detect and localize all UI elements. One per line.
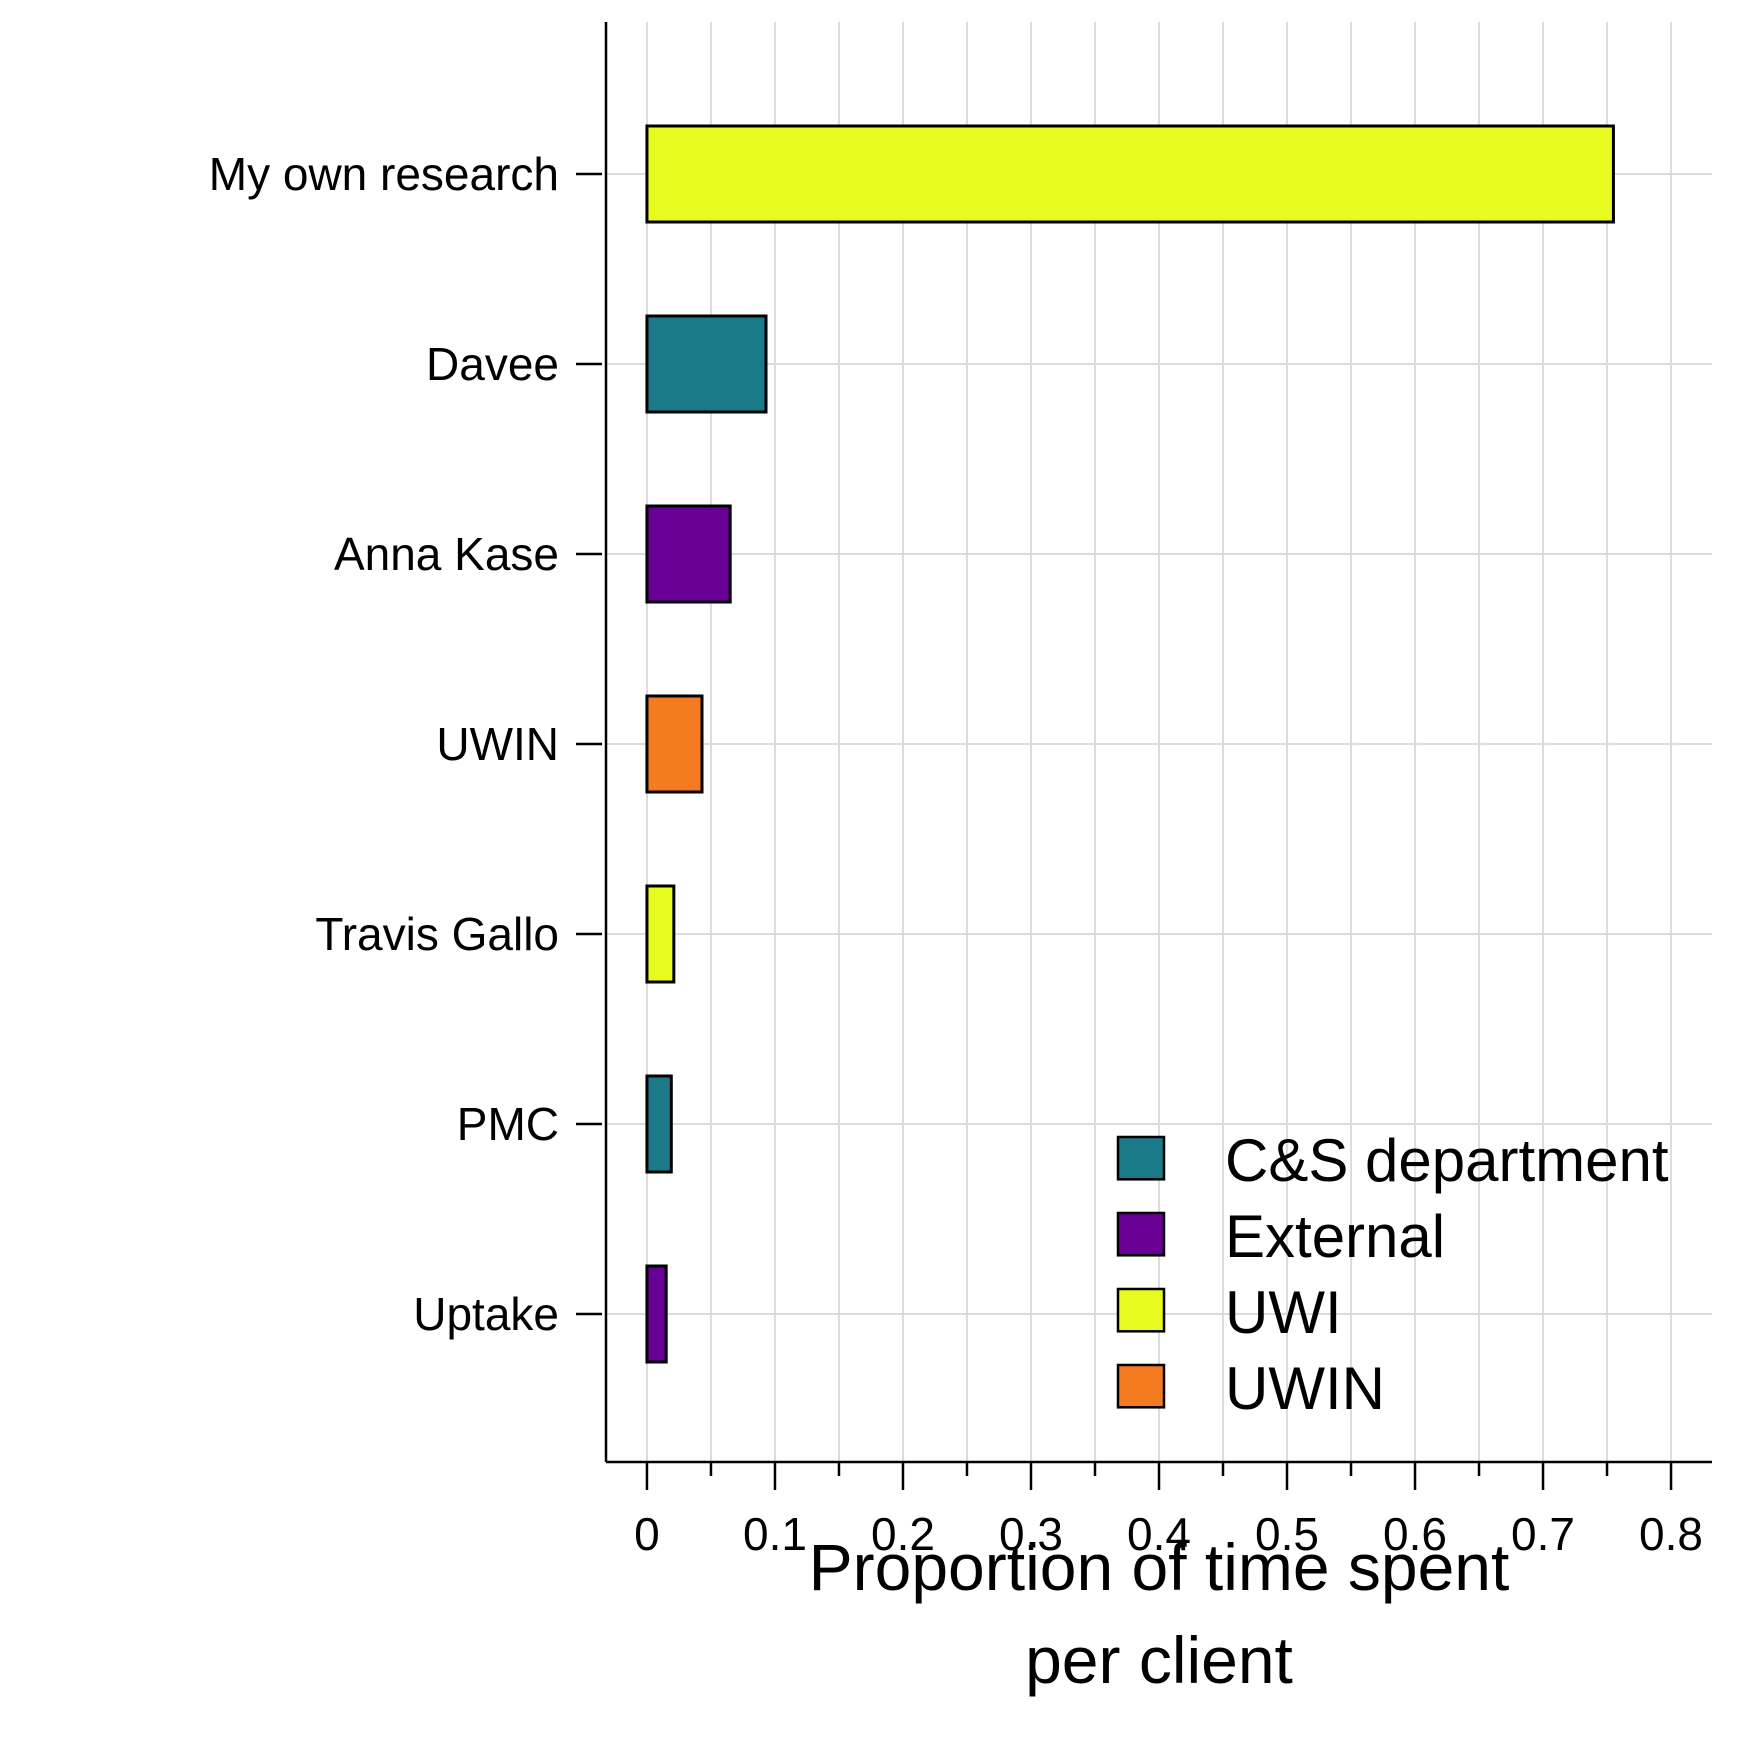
y-tick-label: Anna Kase [334, 528, 559, 580]
x-axis-title-line-1: Proportion of time spent [809, 1530, 1510, 1604]
x-tick-label: 0 [634, 1508, 660, 1560]
bar [645, 314, 768, 414]
bar [645, 504, 732, 604]
x-tick-label: 0.1 [743, 1508, 807, 1560]
x-tick-label: 0.2 [871, 1508, 935, 1560]
y-tick-label: UWIN [436, 718, 559, 770]
y-tick-label: My own research [209, 148, 559, 200]
y-tick-label: Travis Gallo [315, 908, 559, 960]
legend: C&S department External UWI UWIN [1116, 1127, 1669, 1422]
x-tick-label: 0.4 [1127, 1508, 1191, 1560]
y-tick-label: PMC [457, 1098, 559, 1150]
legend-label: UWIN [1225, 1355, 1385, 1422]
y-tick-label: Davee [426, 338, 559, 390]
x-tick-label: 0.5 [1255, 1508, 1319, 1560]
legend-label: External [1225, 1203, 1445, 1270]
legend-label: C&S department [1225, 1127, 1669, 1194]
bar [645, 1074, 673, 1174]
bar [645, 884, 676, 984]
y-tick-label: Uptake [413, 1288, 559, 1340]
x-tick-label: 0.7 [1511, 1508, 1575, 1560]
legend-swatch [1116, 1287, 1166, 1333]
bar [645, 1264, 668, 1364]
x-tick-label: 0.3 [999, 1508, 1063, 1560]
legend-swatch [1116, 1135, 1166, 1181]
axis-layer: My own research Davee Anna Kase UWIN Travis … [209, 22, 1712, 1560]
axis-title-layer: Proportion of time spent per client [809, 1530, 1510, 1697]
bar [645, 124, 1615, 224]
bar-layer [645, 124, 1615, 1364]
legend-swatch [1116, 1211, 1166, 1257]
legend-label: UWI [1225, 1279, 1342, 1346]
x-axis-title-line-2: per client [1025, 1623, 1293, 1697]
x-tick-label: 0.6 [1383, 1508, 1447, 1560]
bar [645, 694, 704, 794]
legend-swatch [1116, 1363, 1166, 1409]
x-tick-label: 0.8 [1639, 1508, 1703, 1560]
